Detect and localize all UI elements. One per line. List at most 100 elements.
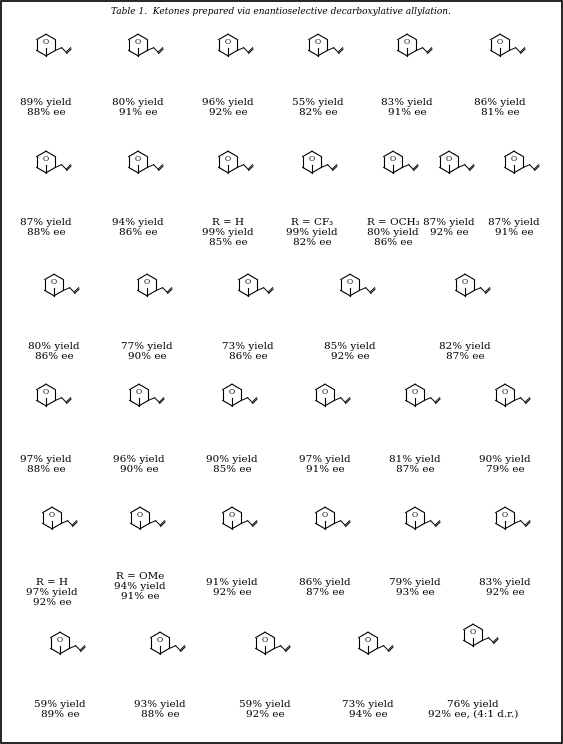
Text: 85% ee: 85% ee (213, 465, 251, 474)
Text: O: O (322, 388, 328, 396)
Text: R = H: R = H (36, 578, 68, 587)
Text: O: O (404, 38, 410, 46)
Text: O: O (502, 388, 508, 396)
Text: O: O (157, 636, 163, 644)
Text: 93% ee: 93% ee (396, 588, 434, 597)
Text: O: O (43, 38, 49, 46)
Text: O: O (43, 155, 49, 163)
Text: 82% ee: 82% ee (299, 108, 337, 117)
Text: O: O (412, 388, 418, 396)
Text: 85% yield: 85% yield (324, 342, 376, 351)
Text: 97% yield: 97% yield (20, 455, 72, 464)
Text: O: O (497, 38, 503, 46)
Text: O: O (470, 628, 476, 636)
Text: 83% yield: 83% yield (479, 578, 531, 587)
Text: O: O (322, 511, 328, 519)
Text: 73% yield: 73% yield (342, 700, 394, 709)
Text: O: O (462, 278, 468, 286)
Text: 91% ee: 91% ee (495, 228, 533, 237)
Text: 91% ee: 91% ee (119, 108, 157, 117)
Text: O: O (51, 278, 57, 286)
Text: 92% ee: 92% ee (330, 352, 369, 361)
Text: 90% yield: 90% yield (206, 455, 258, 464)
Text: 80% yield: 80% yield (112, 98, 164, 107)
Text: R = OCH₃: R = OCH₃ (367, 218, 419, 227)
Text: 80% yield: 80% yield (367, 228, 419, 237)
Text: 92% ee: 92% ee (430, 228, 468, 237)
Text: 94% yield: 94% yield (112, 218, 164, 227)
Text: O: O (135, 38, 141, 46)
Text: O: O (446, 155, 452, 163)
Text: 91% ee: 91% ee (388, 108, 426, 117)
Text: R = H: R = H (212, 218, 244, 227)
Text: O: O (136, 388, 142, 396)
Text: 76% yield: 76% yield (447, 700, 499, 709)
Text: 88% ee: 88% ee (26, 228, 65, 237)
Text: 88% ee: 88% ee (26, 465, 65, 474)
Text: O: O (144, 278, 150, 286)
Text: 96% yield: 96% yield (202, 98, 254, 107)
Text: 86% ee: 86% ee (374, 238, 412, 247)
Text: 86% ee: 86% ee (229, 352, 267, 361)
Text: 79% yield: 79% yield (389, 578, 441, 587)
Text: 92% ee: 92% ee (213, 588, 251, 597)
Text: 88% ee: 88% ee (26, 108, 65, 117)
Text: O: O (309, 155, 315, 163)
Text: 87% ee: 87% ee (306, 588, 345, 597)
Text: 59% yield: 59% yield (239, 700, 291, 709)
Text: 86% yield: 86% yield (299, 578, 351, 587)
Text: O: O (245, 278, 251, 286)
Text: O: O (43, 388, 49, 396)
Text: 87% yield: 87% yield (423, 218, 475, 227)
Text: O: O (225, 155, 231, 163)
Text: 97% yield: 97% yield (299, 455, 351, 464)
Text: 90% ee: 90% ee (120, 465, 158, 474)
Text: 86% ee: 86% ee (119, 228, 157, 237)
Text: O: O (511, 155, 517, 163)
Text: O: O (229, 388, 235, 396)
Text: O: O (229, 511, 235, 519)
Text: 82% ee: 82% ee (293, 238, 331, 247)
Text: 97% yield: 97% yield (26, 588, 78, 597)
Text: 85% ee: 85% ee (209, 238, 247, 247)
Text: 88% ee: 88% ee (141, 710, 179, 719)
Text: 73% yield: 73% yield (222, 342, 274, 351)
Text: O: O (315, 38, 321, 46)
Text: 94% ee: 94% ee (348, 710, 387, 719)
Text: O: O (137, 511, 143, 519)
Text: O: O (502, 511, 508, 519)
Text: 96% yield: 96% yield (113, 455, 165, 464)
Text: 92% ee: 92% ee (209, 108, 247, 117)
Text: 90% ee: 90% ee (128, 352, 166, 361)
Text: O: O (390, 155, 396, 163)
Text: O: O (412, 511, 418, 519)
Text: 92% ee: 92% ee (486, 588, 524, 597)
Text: 81% ee: 81% ee (481, 108, 519, 117)
Text: 91% ee: 91% ee (306, 465, 345, 474)
Text: O: O (57, 636, 63, 644)
Text: 81% yield: 81% yield (389, 455, 441, 464)
Text: O: O (225, 38, 231, 46)
Text: 91% ee: 91% ee (120, 592, 159, 601)
Text: 90% yield: 90% yield (479, 455, 531, 464)
Text: 94% yield: 94% yield (114, 582, 166, 591)
Text: 80% yield: 80% yield (28, 342, 80, 351)
Text: 87% yield: 87% yield (20, 218, 72, 227)
Text: 59% yield: 59% yield (34, 700, 86, 709)
Text: 92% ee: 92% ee (33, 598, 72, 607)
Text: Table 1.  Ketones prepared via enantioselective decarboxylative allylation.: Table 1. Ketones prepared via enantiosel… (111, 7, 451, 16)
Text: O: O (347, 278, 353, 286)
Text: 82% yield: 82% yield (439, 342, 491, 351)
Text: 55% yield: 55% yield (292, 98, 344, 107)
Text: 77% yield: 77% yield (121, 342, 173, 351)
Text: 86% yield: 86% yield (474, 98, 526, 107)
Text: O: O (365, 636, 371, 644)
Text: 86% ee: 86% ee (35, 352, 73, 361)
Text: 91% yield: 91% yield (206, 578, 258, 587)
Text: 87% ee: 87% ee (446, 352, 484, 361)
Text: R = OMe: R = OMe (116, 572, 164, 581)
Text: 87% yield: 87% yield (488, 218, 540, 227)
Text: 79% ee: 79% ee (486, 465, 524, 474)
Text: R = CF₃: R = CF₃ (291, 218, 333, 227)
Text: 83% yield: 83% yield (381, 98, 433, 107)
